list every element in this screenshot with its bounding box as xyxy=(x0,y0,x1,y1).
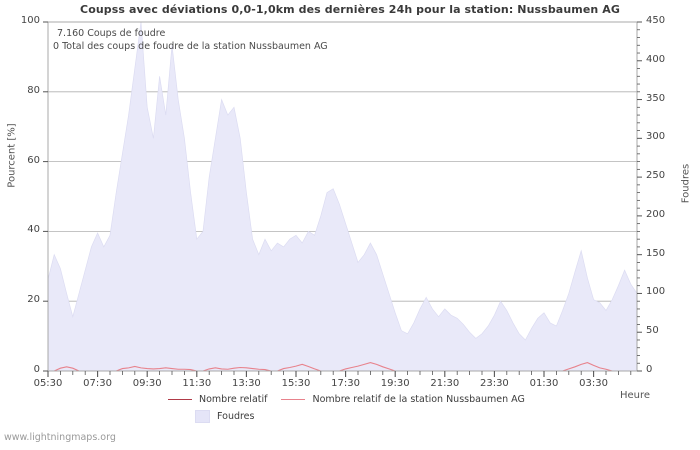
legend-label-nombre-relatif: Nombre relatif xyxy=(199,394,268,405)
legend-line-swatch-station-icon xyxy=(281,399,306,400)
x-tick-0330: 03:30 xyxy=(579,378,608,389)
legend-label-nombre-relatif-station: Nombre relatif de la station Nussbaumen … xyxy=(312,394,525,405)
y-tick-right-250: 250 xyxy=(646,170,666,182)
y-tick-right-0: 0 xyxy=(646,364,653,375)
y-tick-left-40: 40 xyxy=(27,224,40,236)
y-tick-right-100: 100 xyxy=(646,286,666,298)
legend-row-area: Foudres xyxy=(195,410,268,423)
x-tick-0930: 09:30 xyxy=(132,378,162,389)
y-tick-left-60: 60 xyxy=(27,154,40,166)
y-tick-left-0: 0 xyxy=(33,364,40,375)
legend-item-nombre-relatif-station[interactable]: Nombre relatif de la station Nussbaumen … xyxy=(281,394,525,405)
x-tick-1730: 17:30 xyxy=(331,378,360,389)
legend-item-nombre-relatif[interactable]: Nombre relatif xyxy=(168,394,267,405)
watermark: www.lightningmaps.org xyxy=(4,432,116,443)
y-tick-left-20: 20 xyxy=(27,294,40,306)
y-tick-right-350: 350 xyxy=(646,92,666,104)
x-tick-0730: 07:30 xyxy=(83,378,112,389)
legend-label-foudres: Foudres xyxy=(217,411,255,422)
x-tick-1530: 15:30 xyxy=(281,378,311,389)
legend-area-swatch-icon xyxy=(195,410,210,423)
chart-title: Coupss avec déviations 0,0-1,0km des der… xyxy=(80,3,620,16)
x-tick-2130: 21:30 xyxy=(430,378,460,389)
y-tick-right-300: 300 xyxy=(646,131,666,143)
annotation-station-strikes: 0 Total des coups de foudre de la statio… xyxy=(53,41,328,52)
x-tick-0130: 01:30 xyxy=(529,378,559,389)
x-tick-1130: 11:30 xyxy=(182,378,212,389)
y-tick-right-150: 150 xyxy=(646,247,666,259)
legend-row-lines: Nombre relatif Nombre relatif de la stat… xyxy=(168,394,539,405)
y-tick-right-50: 50 xyxy=(646,325,659,337)
annotation-total-strikes: 7.160 Coups de foudre xyxy=(57,28,166,39)
y-tick-left-80: 80 xyxy=(27,84,40,96)
y-tick-right-200: 200 xyxy=(646,208,666,220)
x-tick-0530: 05:30 xyxy=(33,378,63,389)
x-tick-1930: 19:30 xyxy=(380,378,410,389)
y-tick-right-400: 400 xyxy=(646,53,666,65)
y-tick-left-100: 100 xyxy=(20,15,40,26)
legend-item-foudres[interactable]: Foudres xyxy=(195,410,254,423)
legend-line-swatch-icon xyxy=(168,399,192,400)
y-tick-right-450: 450 xyxy=(646,15,666,26)
x-tick-1330: 13:30 xyxy=(231,378,261,389)
x-tick-2330: 23:30 xyxy=(479,378,509,389)
x-axis-label: Heure xyxy=(619,390,651,401)
